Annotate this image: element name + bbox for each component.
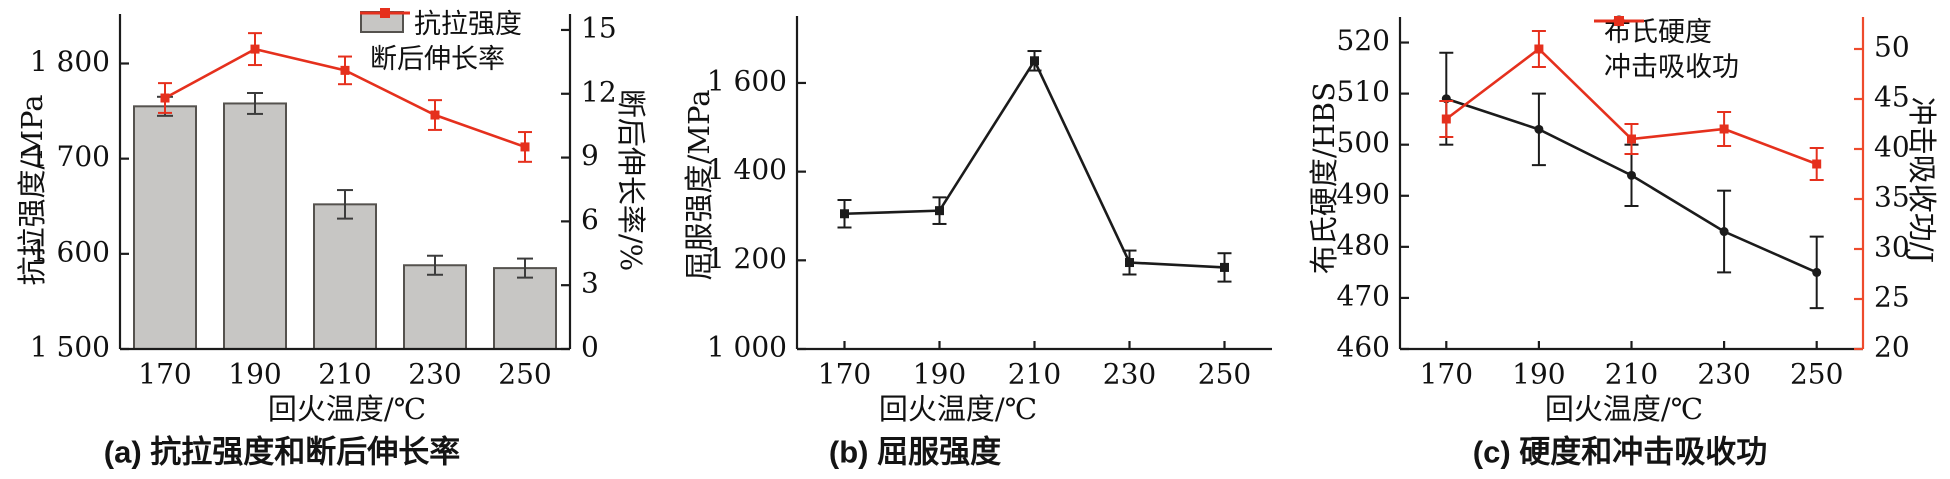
marker-square (840, 209, 849, 219)
y-tick-right-label: 9 (581, 139, 599, 172)
marker-square (430, 110, 440, 120)
x-tick-label: 210 (1605, 358, 1658, 391)
y-tick-right-label: 0 (581, 331, 599, 364)
marker-square (1441, 114, 1451, 124)
y-tick-right-label: 3 (581, 267, 599, 300)
marker-square (250, 44, 260, 54)
y-tick-label: 520 (1337, 24, 1390, 57)
marker-square (1125, 258, 1134, 268)
bar-a-250 (493, 267, 557, 350)
marker-square (1719, 124, 1729, 134)
bar-a-170 (133, 105, 197, 350)
panel-a-right-y-axis-label: 断后伸长率/% (614, 88, 648, 272)
panel-b-y-axis-label: 屈服强度/MPa (682, 89, 716, 281)
red-line-square-marker-icon (360, 8, 410, 18)
panel-a-legend: 抗拉强度 断后伸长率 (360, 6, 522, 75)
panel-a-caption: (a) 抗拉强度和断后伸长率 (103, 434, 461, 470)
legend-item-elongation: 断后伸长率 (360, 8, 522, 75)
marker-square (1534, 44, 1544, 54)
y-tick-label: 1 700 (30, 140, 110, 173)
y-tick-label: 480 (1337, 228, 1390, 261)
x-tick-label: 210 (318, 358, 371, 391)
panel-a-left-y-axis-label: 抗拉强度/MPa (15, 94, 49, 286)
y-tick-label: 1 000 (707, 331, 787, 364)
panel-c-left-y-axis-label: 布氏硬度/HBS (1307, 81, 1341, 275)
bar-a-210 (313, 203, 377, 350)
marker-square (520, 142, 530, 152)
x-tick-label: 250 (1790, 358, 1843, 391)
marker-circle (1719, 227, 1729, 237)
panel-b-caption: (b) 屈服强度 (828, 434, 1002, 470)
x-tick-label: 250 (1198, 358, 1251, 391)
marker-circle (1812, 267, 1822, 277)
x-tick-label: 230 (1103, 358, 1156, 391)
x-tick-label: 190 (1512, 358, 1565, 391)
y-tick-right-label: 12 (581, 75, 617, 108)
x-tick-label: 170 (818, 358, 871, 391)
marker-circle (1627, 170, 1636, 180)
marker-square (935, 206, 944, 216)
y-tick-label: 1 200 (707, 242, 787, 275)
y-tick-label: 460 (1337, 331, 1390, 364)
marker-square (1627, 134, 1636, 144)
y-tick-label: 500 (1337, 126, 1390, 159)
panel-c-x-axis-label: 回火温度/℃ (1544, 392, 1704, 426)
y-tick-right-label: 25 (1874, 281, 1910, 314)
y-tick-label: 1 600 (30, 235, 110, 268)
panel-c-right-y-axis-label: 冲击吸收功/J (1905, 96, 1939, 264)
legend-label: 断后伸长率 (370, 44, 505, 75)
y-tick-right-label: 15 (581, 11, 617, 44)
marker-square (1030, 56, 1039, 66)
y-tick-right-label: 20 (1874, 331, 1910, 364)
y-tick-right-label: 35 (1874, 181, 1910, 214)
marker-square (160, 93, 170, 103)
legend-label: 抗拉强度 (414, 9, 522, 40)
y-tick-label: 470 (1337, 279, 1390, 312)
panel-b-x-axis-label: 回火温度/℃ (878, 392, 1038, 426)
x-tick-label: 210 (1008, 358, 1061, 391)
legend-item-impact-energy: 冲击吸收功 (1594, 16, 1739, 83)
y-tick-label: 490 (1337, 177, 1390, 210)
y-tick-right-label: 30 (1874, 231, 1910, 264)
line-屈服强度 (844, 58, 1225, 269)
x-tick-label: 170 (1420, 358, 1473, 391)
marker-square (1220, 262, 1229, 272)
red-line-square-marker-icon (1594, 16, 1644, 26)
y-tick-label: 1 500 (30, 331, 110, 364)
marker-square (340, 65, 350, 75)
x-tick-label: 230 (1697, 358, 1750, 391)
legend-item-tensile-strength: 抗拉强度 (360, 6, 522, 40)
panel-c-legend: 布氏硬度 冲击吸收功 (1594, 14, 1739, 83)
x-tick-label: 170 (138, 358, 191, 391)
x-tick-label: 190 (913, 358, 966, 391)
y-tick-label: 510 (1337, 75, 1390, 108)
y-tick-right-label: 6 (581, 203, 599, 236)
y-tick-right-label: 50 (1874, 31, 1910, 64)
x-tick-label: 230 (408, 358, 461, 391)
y-tick-label: 1 800 (30, 45, 110, 78)
x-tick-label: 190 (228, 358, 281, 391)
bar-a-230 (403, 264, 467, 350)
marker-circle (1534, 124, 1544, 134)
panel-c-caption: (c) 硬度和冲击吸收功 (1472, 434, 1768, 470)
bar-a-190 (223, 102, 287, 351)
marker-square (1812, 159, 1822, 169)
y-tick-label: 1 400 (707, 153, 787, 186)
x-tick-label: 250 (498, 358, 551, 391)
panel-a-x-axis-label: 回火温度/℃ (267, 392, 427, 426)
y-tick-right-label: 45 (1874, 81, 1910, 114)
legend-label: 冲击吸收功 (1604, 52, 1739, 83)
y-tick-label: 1 600 (707, 64, 787, 97)
y-tick-right-label: 40 (1874, 131, 1910, 164)
